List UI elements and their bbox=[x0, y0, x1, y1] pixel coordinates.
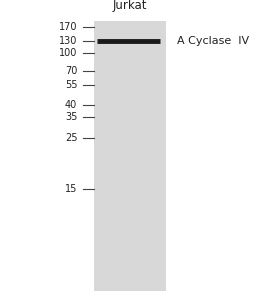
Text: 70: 70 bbox=[65, 65, 77, 76]
Text: 100: 100 bbox=[59, 47, 77, 58]
Text: Jurkat: Jurkat bbox=[113, 0, 147, 12]
Text: 130: 130 bbox=[59, 35, 77, 46]
Text: 15: 15 bbox=[65, 184, 77, 194]
Text: 25: 25 bbox=[65, 133, 77, 143]
Text: 35: 35 bbox=[65, 112, 77, 122]
Text: 55: 55 bbox=[65, 80, 77, 91]
Bar bbox=[94, 21, 166, 291]
Text: A Cyclase  IV: A Cyclase IV bbox=[177, 35, 249, 46]
Text: 40: 40 bbox=[65, 100, 77, 110]
Text: 170: 170 bbox=[59, 22, 77, 32]
